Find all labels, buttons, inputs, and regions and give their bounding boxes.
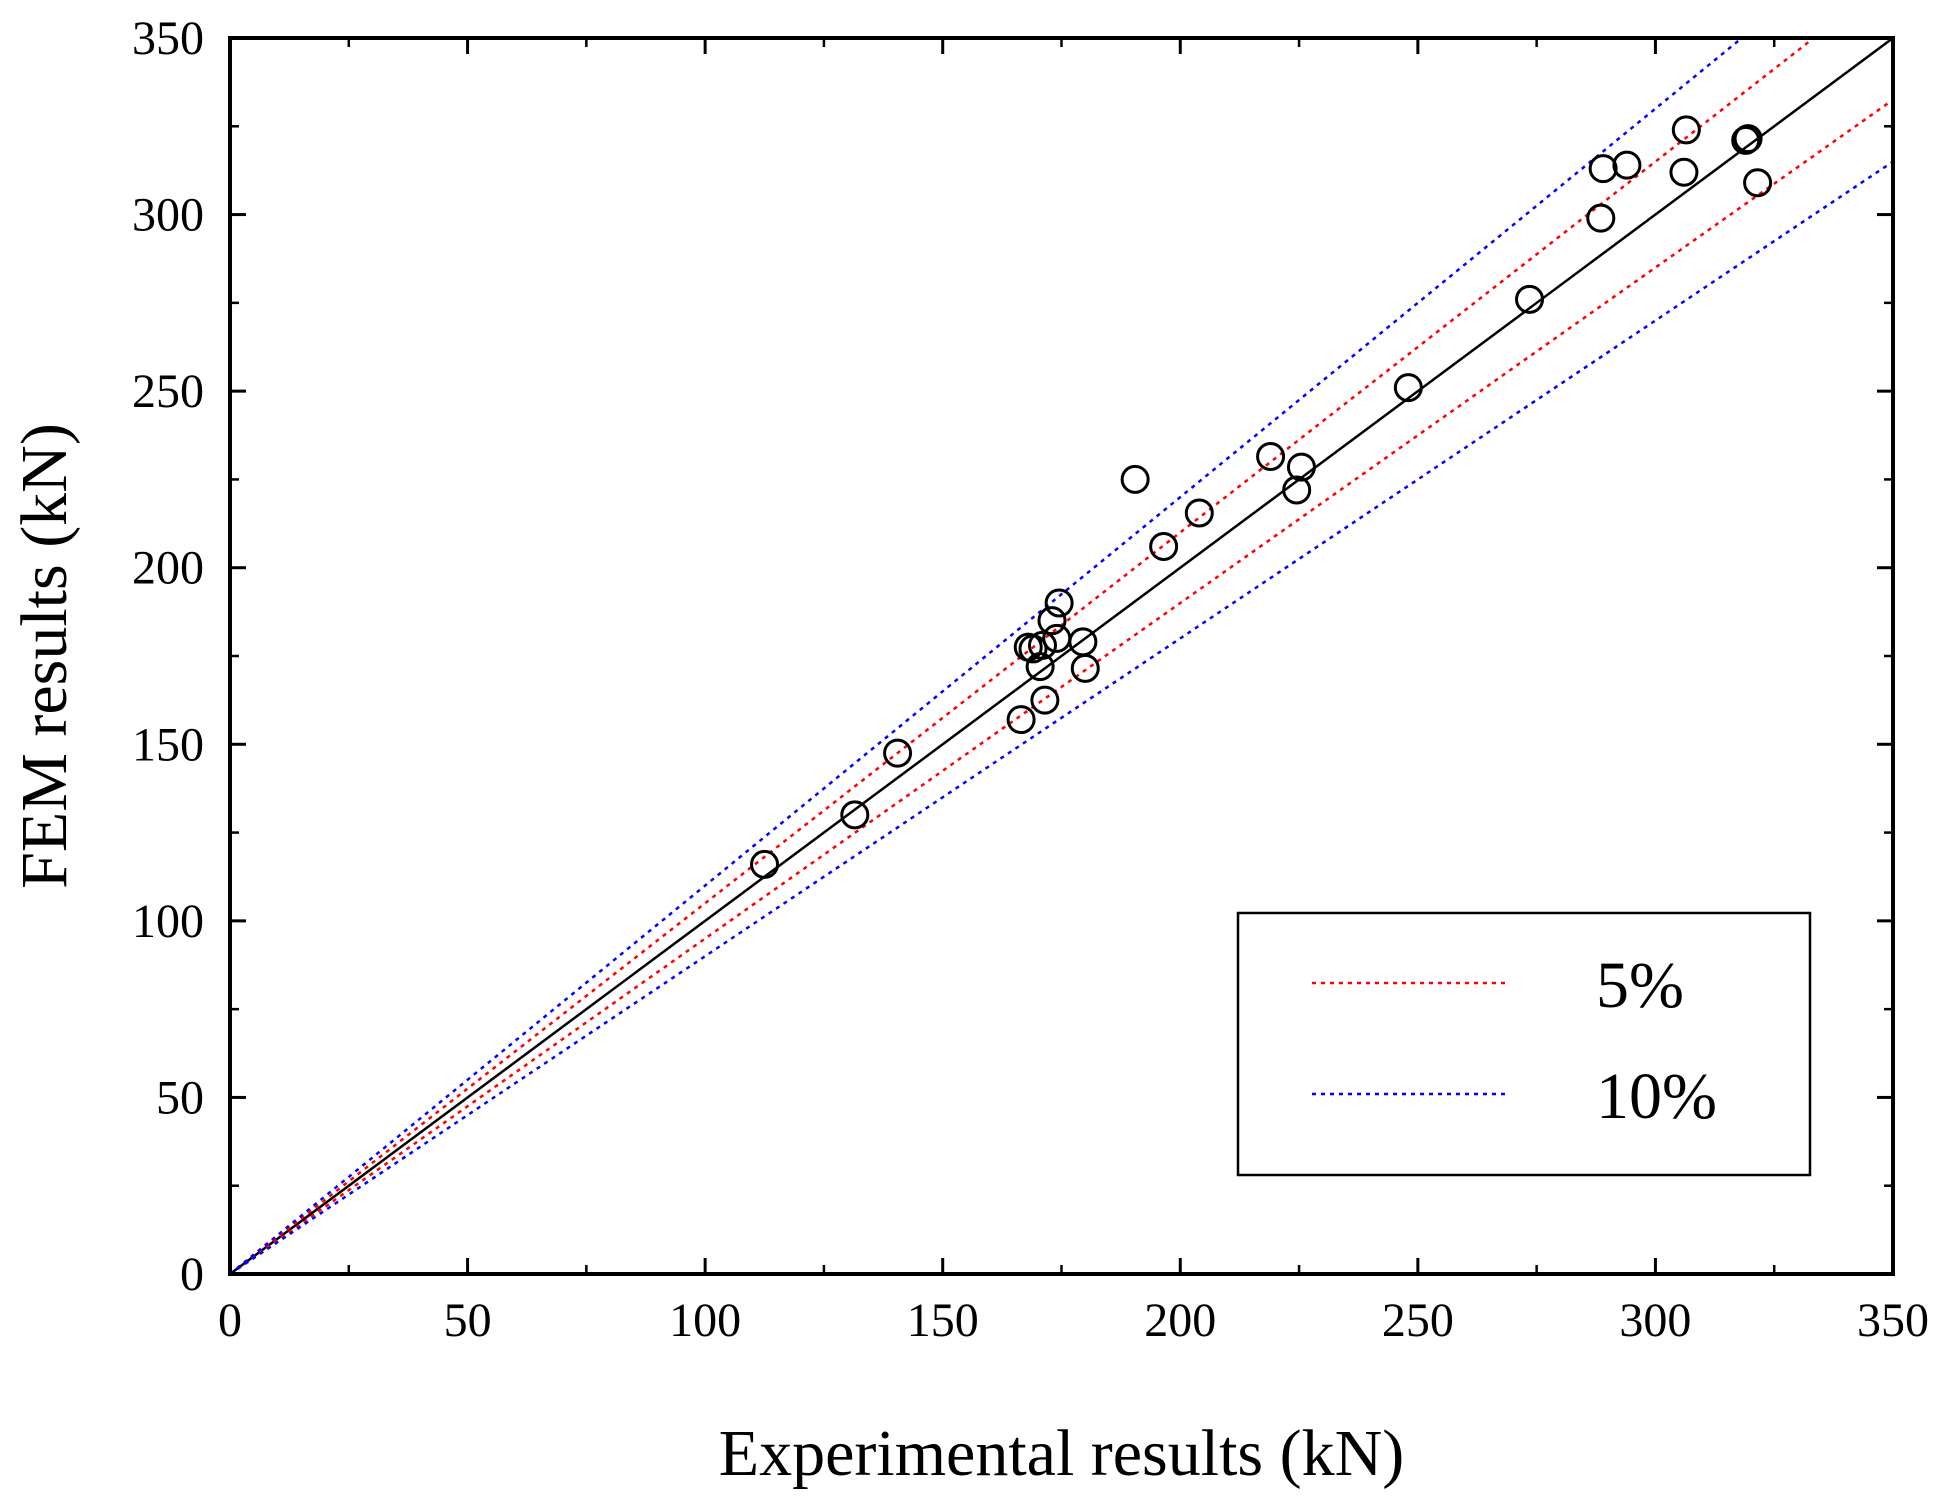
data-point	[1120, 464, 1150, 494]
y-tick-label: 250	[132, 365, 204, 418]
data-point	[1671, 115, 1701, 145]
data-point	[1669, 157, 1699, 187]
x-tick-label: 0	[218, 1294, 242, 1347]
data-point	[1037, 606, 1067, 636]
reference-line-plus5minuspercent	[229, 37, 1815, 1275]
data-point	[840, 800, 870, 830]
data-point	[1286, 452, 1316, 482]
data-point	[1070, 653, 1100, 683]
x-tick-label: 150	[907, 1294, 979, 1347]
data-point	[1006, 705, 1036, 735]
data-point	[1393, 373, 1423, 403]
x-tick-label: 250	[1382, 1294, 1454, 1347]
data-point	[1184, 498, 1214, 528]
data-point	[750, 849, 780, 879]
data-point	[1586, 203, 1616, 233]
data-point	[1743, 168, 1773, 198]
y-tick-label: 150	[132, 718, 204, 771]
data-point	[1731, 125, 1761, 155]
data-point	[1588, 154, 1618, 184]
y-tick-label: 0	[180, 1248, 204, 1301]
data-points	[750, 115, 1773, 879]
y-tick-labels: 0 50 100 150 200 250 300 350	[132, 12, 204, 1301]
legend-label-5-percent: 5%	[1596, 949, 1684, 1022]
y-axis-title: FEM results (kN)	[8, 423, 81, 889]
data-point	[1612, 150, 1642, 180]
data-point	[1282, 475, 1312, 505]
x-tick-label: 50	[444, 1294, 492, 1347]
plot-frame	[228, 36, 1895, 1276]
y-tick-label: 100	[132, 895, 204, 948]
legend-label-10-percent: 10%	[1596, 1060, 1717, 1133]
data-point	[883, 738, 913, 768]
x-tick-label: 100	[669, 1294, 741, 1347]
x-tick-label: 300	[1619, 1294, 1691, 1347]
reference-line-minus10-percent	[229, 160, 1894, 1276]
y-tick-label: 50	[156, 1071, 204, 1124]
x-tick-label: 200	[1144, 1294, 1216, 1347]
y-tick-label: 300	[132, 189, 204, 242]
legend: 5% 10%	[1236, 911, 1812, 1177]
y-tick-label: 200	[132, 542, 204, 595]
legend-box	[1236, 911, 1812, 1177]
reference-line-1to1	[229, 36, 1894, 1276]
x-tick-labels: 0 50 100 150 200 250 300 350	[218, 1294, 1929, 1347]
x-tick-label: 350	[1857, 1294, 1929, 1347]
data-point	[1044, 588, 1074, 618]
data-point	[1515, 284, 1545, 314]
data-point	[1068, 627, 1098, 657]
reference-lines	[229, 36, 1894, 1276]
data-point	[1025, 652, 1055, 682]
data-point	[1256, 441, 1286, 471]
data-point	[1027, 630, 1057, 660]
data-point	[1149, 532, 1179, 562]
data-point	[1030, 685, 1060, 715]
data-point	[1733, 124, 1763, 154]
reference-line-minus5-percent	[229, 98, 1894, 1276]
x-axis-title: Experimental results (kN)	[719, 1417, 1404, 1490]
y-tick-label: 350	[132, 12, 204, 65]
reference-line-plus10minuspercent	[229, 37, 1743, 1275]
